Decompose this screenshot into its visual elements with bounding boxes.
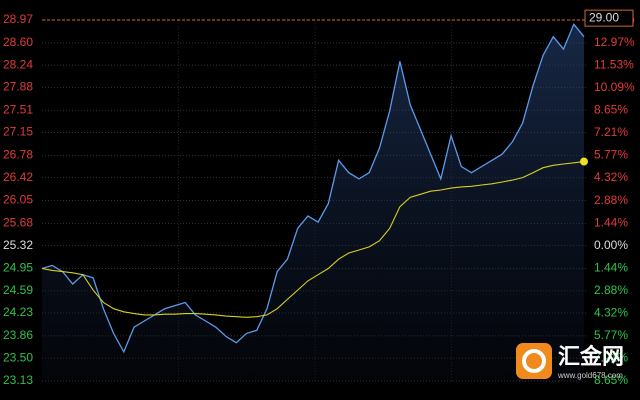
y2-tick-label: 2.88% <box>594 193 628 207</box>
price-area <box>42 24 584 382</box>
y-tick-label: 26.78 <box>3 148 33 162</box>
y-tick-label: 28.97 <box>3 12 33 26</box>
y2-tick-label: 7.21% <box>594 351 628 365</box>
y2-tick-label: 4.32% <box>594 170 628 184</box>
y-tick-label: 24.59 <box>3 283 33 297</box>
y2-tick-label: 1.44% <box>594 260 628 274</box>
y2-tick-label: 0.00% <box>594 238 628 252</box>
price-line <box>41 23 585 354</box>
y-tick-label: 28.24 <box>3 57 33 71</box>
y2-tick-label: 7.21% <box>594 125 628 139</box>
y-tick-label: 23.86 <box>3 328 33 342</box>
y2-tick-label: 10.09% <box>594 80 635 94</box>
average-line <box>41 161 585 318</box>
y-tick-label: 23.50 <box>3 350 33 364</box>
y-tick-label: 25.68 <box>3 216 33 230</box>
y2-tick-label: 5.77% <box>594 148 628 162</box>
y-tick-label: 27.15 <box>3 125 33 139</box>
y-tick-label: 26.05 <box>3 193 33 207</box>
brand: 汇金网 <box>558 344 624 369</box>
y2-tick-label: 5.77% <box>594 328 628 342</box>
y-tick-label: 23.13 <box>3 373 33 387</box>
y2-tick-label: 2.88% <box>594 283 628 297</box>
y-tick-label: 27.88 <box>3 80 33 94</box>
y2-tick-label: 12.97% <box>594 35 635 49</box>
logo-ring <box>522 349 546 373</box>
y-tick-label: 28.60 <box>3 35 33 49</box>
y-tick-label: 26.42 <box>3 170 33 184</box>
y2-tick-label: 1.44% <box>594 215 628 229</box>
last-price-label: 29.00 <box>589 10 619 24</box>
y2-tick-label: 8.65% <box>594 102 628 116</box>
watermark: 汇金网 www.gold678.com <box>516 343 624 380</box>
y-tick-label: 24.95 <box>3 261 33 275</box>
y-tick-label: 27.51 <box>3 102 33 116</box>
brand-url: www.gold678.com <box>557 371 623 380</box>
average-end-dot <box>580 157 588 166</box>
last-price-box <box>584 9 634 27</box>
y-tick-label: 25.32 <box>3 238 33 252</box>
y-tick-label: 24.23 <box>3 305 33 319</box>
logo <box>516 343 552 379</box>
y2-tick-label: 11.53% <box>594 57 634 71</box>
y2-tick-label: 4.32% <box>594 305 628 319</box>
y2-tick-label: 8.65% <box>594 373 628 387</box>
